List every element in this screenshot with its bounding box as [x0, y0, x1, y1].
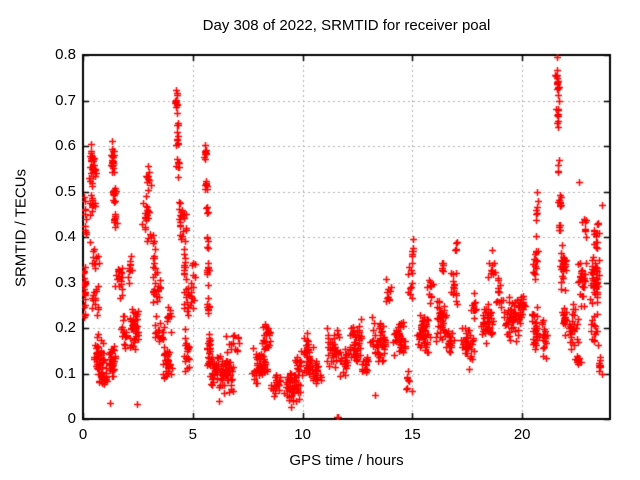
x-tick-label: 0 — [78, 426, 88, 443]
y-tick-label: 0.6 — [55, 137, 76, 154]
x-tick-label: 5 — [188, 426, 197, 443]
y-tick-label: 0.4 — [55, 228, 76, 245]
x-tick-label: 10 — [294, 426, 311, 443]
y-tick-label: 0 — [67, 410, 76, 427]
y-tick-label: 0.7 — [55, 91, 76, 109]
x-tick-label: 15 — [404, 426, 421, 443]
y-tick-label: 0.1 — [55, 364, 76, 382]
y-tick-label: 0.5 — [55, 182, 76, 200]
x-axis-label: GPS time / hours — [289, 452, 404, 469]
x-tick-label: 20 — [513, 426, 531, 443]
y-tick-label: 0.3 — [55, 273, 76, 291]
chart-title: Day 308 of 2022, SRMTID for receiver poa… — [202, 17, 491, 34]
y-tick-label: 0.8 — [55, 46, 76, 63]
y-tick-label: 0.2 — [55, 319, 76, 336]
